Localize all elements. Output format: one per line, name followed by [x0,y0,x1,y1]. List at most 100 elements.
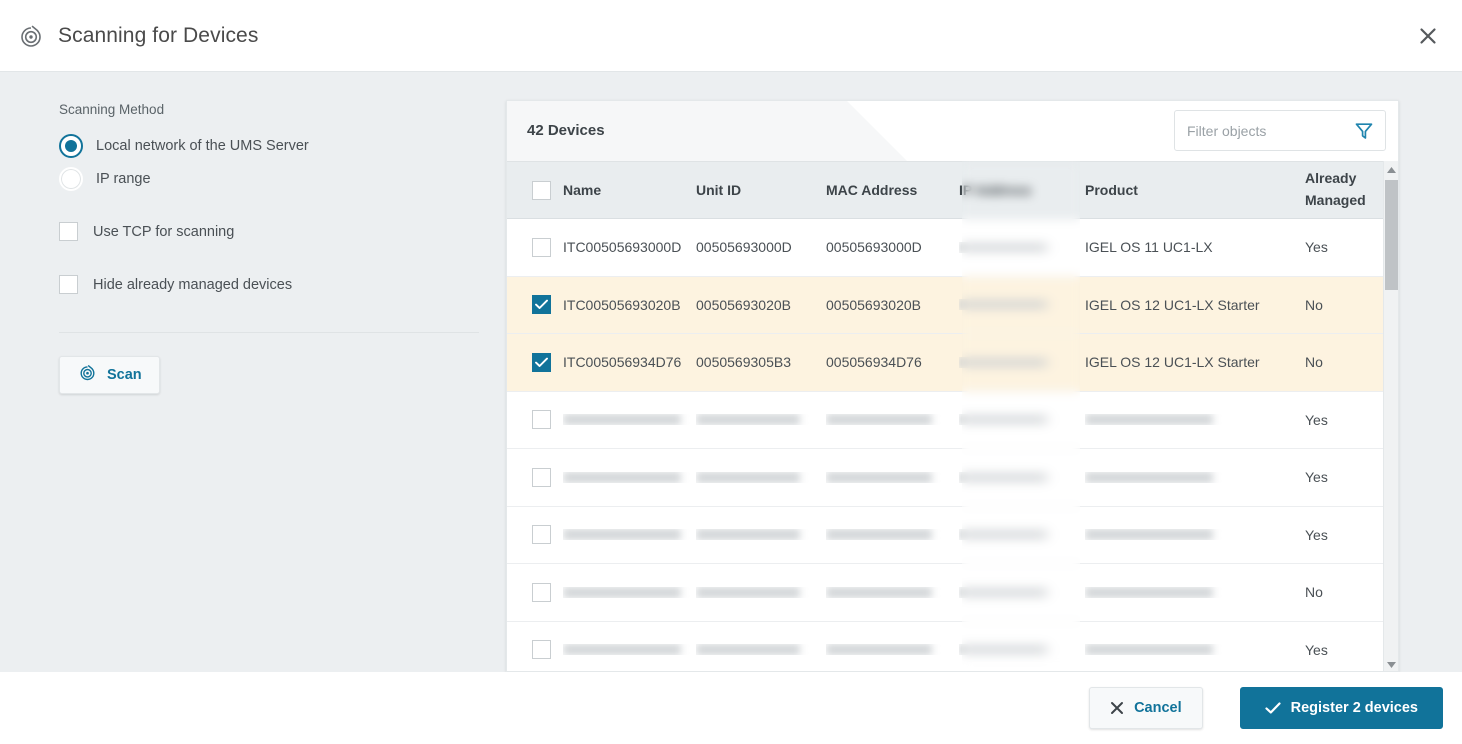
row-checkbox[interactable] [532,582,551,602]
redacted-value [696,586,800,598]
redacted-value [959,299,1047,311]
column-header-name[interactable]: Name [563,182,602,198]
check-icon [1265,701,1281,715]
dialog-titlebar: Scanning for Devices [0,0,1462,72]
table-vertical-scrollbar[interactable] [1383,161,1398,671]
row-select-cell[interactable] [507,352,563,372]
table-row[interactable]: Yes [507,622,1398,672]
register-devices-button[interactable]: Register 2 devices [1239,687,1443,729]
checkbox-use-tcp[interactable]: Use TCP for scanning [59,222,479,241]
row-select-cell[interactable] [507,467,563,487]
row-select-cell[interactable] [507,237,563,257]
cell-product [1085,586,1305,598]
cell-already-managed: Yes [1305,239,1328,256]
radar-scan-icon [16,21,46,51]
row-select-cell[interactable] [507,410,563,430]
redacted-value [1085,414,1213,426]
redacted-value [1085,644,1213,656]
checkbox-hide-managed[interactable]: Hide already managed devices [59,275,479,294]
cell-mac-address: 005056934D76 [826,354,922,371]
radar-scan-icon [77,362,98,388]
cell-unit-id [696,644,826,656]
redacted-value [826,586,932,598]
radio-local-network[interactable]: Local network of the UMS Server [59,131,479,161]
redacted-value [959,529,1047,541]
cell-already-managed: No [1305,296,1323,313]
row-select-cell[interactable] [507,525,563,545]
cell-mac-address [826,471,959,483]
scroll-up-arrow-icon[interactable] [1384,161,1398,179]
column-header-ip-address[interactable]: IP Address [959,182,1032,198]
row-checkbox-checked[interactable] [532,352,551,372]
filter-objects-input[interactable] [1187,122,1342,139]
register-devices-button-label: Register 2 devices [1290,700,1418,716]
table-row[interactable]: No [507,564,1398,622]
row-checkbox[interactable] [532,467,551,487]
cell-ip-address [959,471,1085,483]
table-row[interactable]: ITC00505693000D 00505693000D 00505693000D I… [507,219,1398,277]
cell-already-managed: No [1305,584,1323,601]
funnel-icon[interactable] [1354,121,1374,146]
device-count-label: 42 Devices [527,122,605,139]
redacted-value [959,414,1047,426]
table-row[interactable]: Yes [507,392,1398,449]
close-icon[interactable] [1412,20,1444,52]
scan-button[interactable]: Scan [59,356,160,394]
radio-local-network-label: Local network of the UMS Server [96,138,309,154]
cancel-button[interactable]: Cancel [1089,687,1203,729]
table-row[interactable]: Yes [507,449,1398,507]
radio-indicator-selected [59,134,83,158]
redacted-value [826,644,932,656]
redacted-value [696,644,800,656]
scrollbar-thumb[interactable] [1385,180,1398,290]
radio-ip-range[interactable]: IP range [59,164,479,194]
cell-unit-id [696,471,826,483]
row-checkbox[interactable] [532,525,551,545]
row-checkbox-checked[interactable] [532,295,551,315]
table-row[interactable]: ITC005056934D76 0050569305B3 005056934D76 I… [507,334,1398,392]
row-select-cell[interactable] [507,582,563,602]
select-all-checkbox[interactable] [532,180,551,200]
cell-name [563,644,696,656]
section-divider [59,332,479,333]
cell-product [1085,644,1305,656]
redacted-value [826,471,932,483]
column-header-already-managed[interactable]: Already Managed [1305,162,1385,218]
select-all-cell[interactable] [507,162,563,218]
redacted-value [1085,529,1213,541]
table-row[interactable]: ITC00505693020B 00505693020B 00505693020B I… [507,276,1398,334]
row-checkbox[interactable] [532,410,551,430]
cell-product [1085,471,1305,483]
header-wedge-decoration [507,101,907,161]
cell-product [1085,414,1305,426]
row-select-cell[interactable] [507,640,563,660]
row-checkbox[interactable] [532,640,551,660]
redacted-value [959,644,1047,656]
cell-already-managed: Yes [1305,411,1328,428]
column-header-mac-address[interactable]: MAC Address [826,182,918,198]
redacted-value [959,586,1047,598]
radio-indicator-unselected [59,167,83,191]
column-header-product[interactable]: Product [1085,182,1138,198]
redacted-value [563,529,681,541]
cell-ip-address [959,644,1085,656]
dialog-title: Scanning for Devices [58,23,259,47]
row-checkbox[interactable] [532,237,551,257]
cell-unit-id [696,529,826,541]
redacted-value [563,586,681,598]
already-managed-line-2: Managed [1305,192,1366,208]
redacted-value [959,241,1047,253]
redacted-value [959,356,1047,368]
scroll-down-arrow-icon[interactable] [1384,657,1398,671]
devices-table-header: 42 Devices [507,101,1398,161]
table-row[interactable]: Yes [507,507,1398,564]
redacted-value [563,644,681,656]
cancel-button-label: Cancel [1134,700,1182,716]
cell-name [563,471,696,483]
x-icon [1110,701,1124,715]
filter-objects-box[interactable] [1174,110,1386,151]
cell-unit-id: 00505693000D [696,239,792,256]
column-header-unit-id[interactable]: Unit ID [696,182,742,198]
row-select-cell[interactable] [507,295,563,315]
